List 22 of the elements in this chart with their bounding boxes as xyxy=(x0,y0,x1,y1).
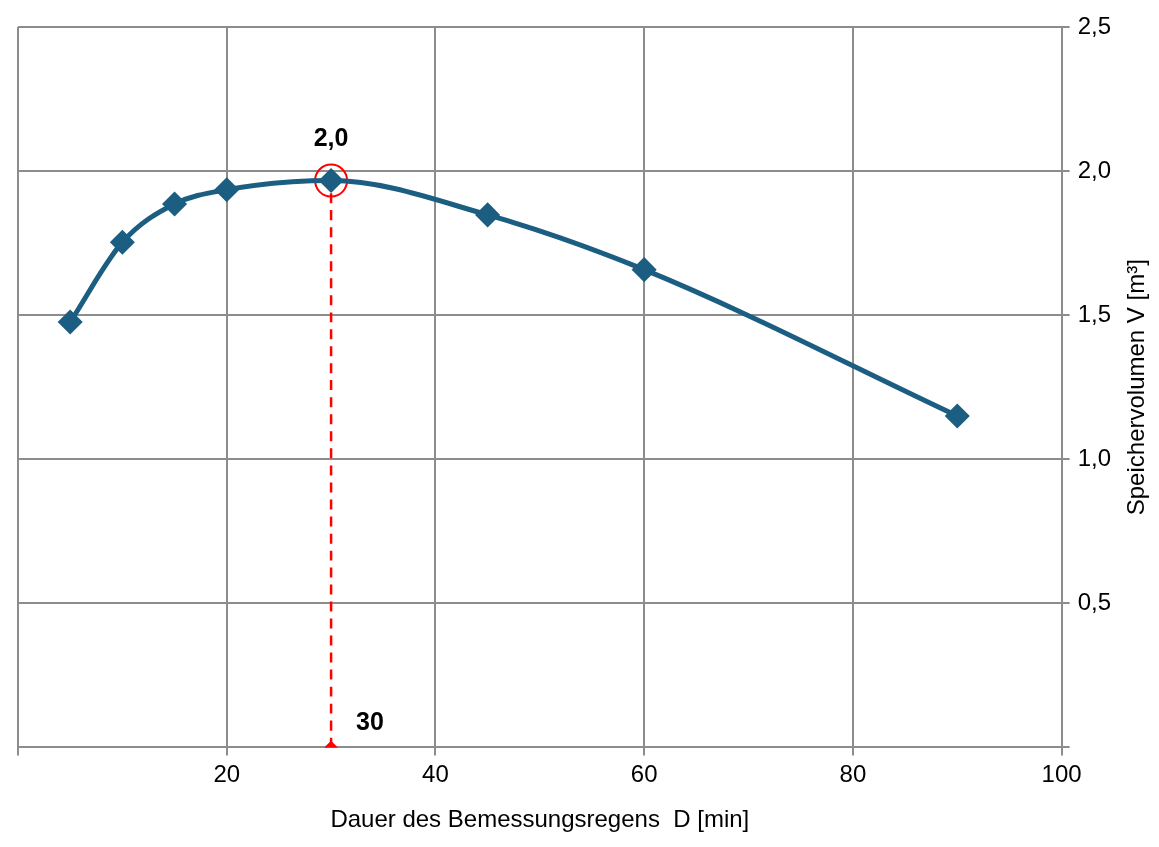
x-tick-label: 60 xyxy=(630,760,658,788)
x-tick-label: 40 xyxy=(422,760,449,788)
point xyxy=(314,163,349,198)
x-tick-label: 100 xyxy=(1041,760,1082,788)
annotation: 2,0 xyxy=(313,122,349,151)
point xyxy=(632,258,656,282)
x-tick-label: 80 xyxy=(839,760,867,788)
x-axis-title: Dauer des Bemessungsregens D [min] xyxy=(330,805,750,833)
point xyxy=(58,310,82,334)
point xyxy=(163,192,187,216)
point xyxy=(215,178,239,202)
y-tick-label: 2,0 xyxy=(1077,155,1112,183)
y-tick-label: 0,5 xyxy=(1077,587,1112,615)
point xyxy=(110,230,134,254)
y-axis-title: Speichervolumen V [m³] xyxy=(1121,259,1149,516)
point xyxy=(476,203,500,227)
y-tick-label: 1,5 xyxy=(1077,299,1112,327)
y-tick-label: 2,5 xyxy=(1077,11,1112,39)
x-tick-label: 20 xyxy=(213,760,241,788)
point xyxy=(945,404,969,428)
y-tick-label: 1,0 xyxy=(1077,443,1112,471)
annotation: 30 xyxy=(356,707,384,736)
